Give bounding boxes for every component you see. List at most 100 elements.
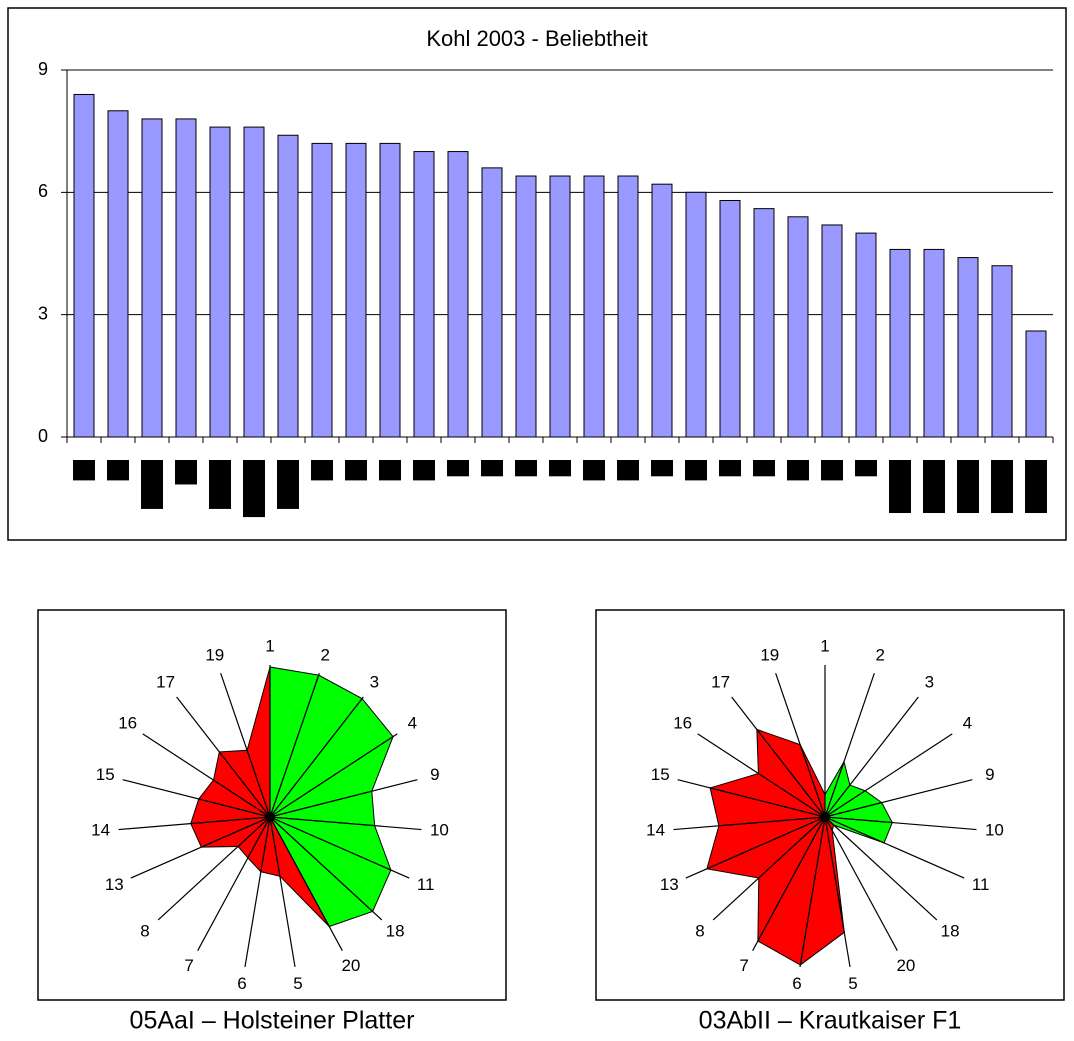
axis-label: 18 <box>386 922 405 941</box>
bar <box>107 110 129 438</box>
deviation-bar <box>685 460 707 481</box>
axis-label: 11 <box>972 875 990 894</box>
bar <box>447 151 469 438</box>
axis-label: 6 <box>237 974 246 993</box>
bar <box>413 151 435 438</box>
deviation-bar <box>923 460 945 514</box>
deviation-bar <box>277 460 299 509</box>
axis-label: 11 <box>417 875 435 894</box>
deviation-bar <box>311 460 333 481</box>
axis-label: 16 <box>118 714 137 733</box>
radar-axis <box>269 816 410 879</box>
deviation-bar <box>719 460 741 477</box>
radar-axis <box>673 816 826 831</box>
radar-axis <box>824 816 851 968</box>
axis-label: 5 <box>848 974 857 993</box>
radar-axis <box>697 733 826 818</box>
radar-axis <box>824 673 875 818</box>
radar-axis <box>269 779 418 818</box>
deviation-bar <box>549 460 571 477</box>
bar <box>379 142 401 438</box>
radar-axis <box>269 816 422 831</box>
axis-label: 1 <box>265 636 274 655</box>
bar <box>889 248 911 438</box>
y-tick-label: 0 <box>38 426 48 446</box>
radar-axis <box>176 696 271 818</box>
radar-axis <box>118 816 271 831</box>
axis-label: 9 <box>985 765 994 784</box>
deviation-bar <box>515 460 537 477</box>
axis-label: 1 <box>820 636 829 655</box>
radar-axis <box>220 673 271 818</box>
deviation-bar <box>141 460 163 509</box>
y-tick-label: 3 <box>38 303 48 323</box>
axis-label: 9 <box>430 765 439 784</box>
axis-label: 13 <box>660 875 679 894</box>
deviation-bar <box>175 460 197 485</box>
bar <box>787 216 809 438</box>
bar <box>821 224 843 438</box>
deviation-bar <box>991 460 1013 514</box>
radar-axis <box>731 696 826 818</box>
radar-axis <box>712 816 826 921</box>
axis-label: 17 <box>711 672 730 691</box>
axis-label: 6 <box>792 974 801 993</box>
deviation-bar <box>481 460 503 477</box>
radar-axis <box>244 816 271 968</box>
axis-label: 2 <box>320 646 329 665</box>
bar <box>277 134 299 438</box>
axis-label: 4 <box>963 714 972 733</box>
axis-label: 15 <box>96 765 115 784</box>
deviation-bar <box>243 460 265 518</box>
axis-label: 8 <box>695 922 704 941</box>
axis-label: 13 <box>105 875 124 894</box>
bar <box>73 93 95 438</box>
radar-axis <box>197 816 271 951</box>
bar <box>141 118 163 438</box>
axis-label: 19 <box>205 646 224 665</box>
y-tick-label: 6 <box>38 181 48 201</box>
radar-axis <box>269 816 296 968</box>
deviation-bar <box>1025 460 1047 514</box>
bar <box>515 175 537 438</box>
bar <box>957 257 979 438</box>
radar-axis <box>775 673 826 818</box>
radar-axis <box>824 779 973 818</box>
radar-axis <box>269 733 398 818</box>
axis-label: 20 <box>896 956 915 975</box>
radar-axis <box>824 816 898 951</box>
deviation-bar <box>209 460 231 509</box>
radar-axis <box>157 816 271 921</box>
radar-axis <box>130 816 271 879</box>
bar <box>719 199 741 438</box>
bar <box>753 208 775 438</box>
bar <box>209 126 231 438</box>
deviation-bar <box>73 460 95 481</box>
radar-center <box>265 812 275 822</box>
axis-label: 3 <box>925 672 934 691</box>
radar-axis <box>824 696 919 818</box>
bar <box>175 118 197 438</box>
bar <box>1025 330 1047 438</box>
axis-label: 7 <box>184 956 193 975</box>
deviation-bar <box>787 460 809 481</box>
axis-label: 17 <box>156 672 175 691</box>
deviation-bar <box>447 460 469 477</box>
radar-axis <box>824 816 965 879</box>
deviation-bar <box>651 460 673 477</box>
bar <box>311 142 333 438</box>
deviation-bar <box>413 460 435 481</box>
deviation-bar <box>583 460 605 481</box>
axis-label: 19 <box>760 646 779 665</box>
axis-label: 10 <box>985 821 1004 840</box>
axis-label: 8 <box>140 922 149 941</box>
bar <box>617 175 639 438</box>
bar <box>583 175 605 438</box>
bar <box>923 248 945 438</box>
deviation-bar <box>821 460 843 481</box>
radar-axis <box>824 816 938 921</box>
radar-axis <box>824 733 953 818</box>
axis-label: 4 <box>408 714 417 733</box>
axis-label: 15 <box>651 765 670 784</box>
